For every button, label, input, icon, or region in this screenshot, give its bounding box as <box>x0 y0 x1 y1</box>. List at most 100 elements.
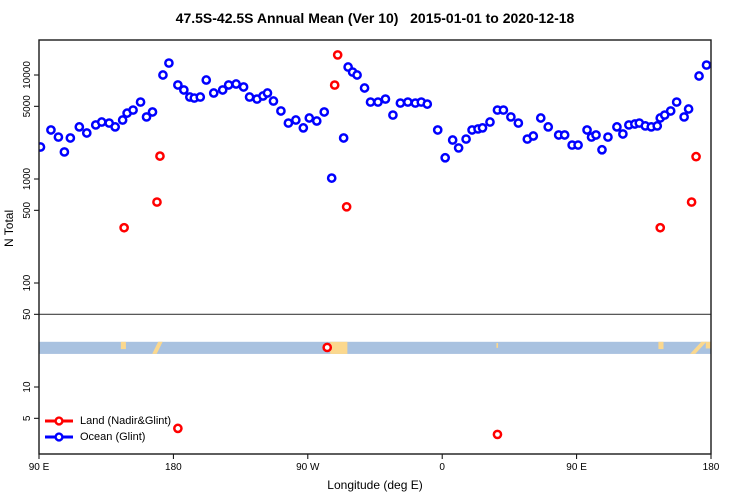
data-point <box>173 80 183 90</box>
legend-item-land: Land (Nadir&Glint) <box>44 413 171 429</box>
data-point <box>403 97 413 107</box>
data-point <box>276 106 286 116</box>
data-point <box>117 115 128 125</box>
map-band-land-patch <box>690 341 707 354</box>
data-point <box>223 80 234 90</box>
data-point <box>110 122 121 132</box>
x-tick-label: 180 <box>703 462 720 473</box>
data-point <box>338 133 349 143</box>
data-point <box>341 201 352 212</box>
data-point <box>365 97 376 107</box>
y-tick-label: 100 <box>22 274 33 291</box>
data-point <box>81 128 92 138</box>
data-point <box>683 104 694 114</box>
data-point <box>612 122 622 132</box>
plot-frame <box>38 39 712 455</box>
data-point <box>477 123 488 133</box>
y-tick-label: 50 <box>22 308 33 320</box>
data-point <box>217 85 228 95</box>
data-point <box>158 70 168 80</box>
data-point <box>655 222 666 233</box>
data-point <box>701 60 711 70</box>
x-tick-label: 90 E <box>29 462 50 473</box>
map-band-land-patch <box>658 341 664 350</box>
data-point <box>173 423 183 434</box>
data-point <box>119 222 129 233</box>
data-point <box>559 130 570 140</box>
data-point <box>498 105 509 115</box>
data-point <box>59 147 70 157</box>
data-point <box>591 130 601 140</box>
data-point <box>447 135 458 145</box>
data-point <box>603 132 613 142</box>
data-point <box>492 429 503 440</box>
data-point <box>432 125 443 135</box>
data-point <box>201 75 212 85</box>
x-tick-label: 180 <box>165 462 182 473</box>
map-band-land-patch <box>330 341 348 354</box>
map-band-land-patch <box>120 341 126 350</box>
data-point <box>208 88 219 98</box>
legend: Land (Nadir&Glint) Ocean (Glint) <box>44 413 171 445</box>
data-point <box>440 152 451 163</box>
data-point <box>671 97 682 107</box>
data-point <box>679 112 689 122</box>
data-point <box>152 197 162 207</box>
map-band-land-patch <box>705 341 711 349</box>
data-point <box>453 143 464 153</box>
data-point <box>373 97 383 107</box>
data-point <box>46 125 56 135</box>
data-point <box>422 99 433 109</box>
legend-label-land: Land (Nadir&Glint) <box>80 415 172 427</box>
data-point <box>326 173 337 183</box>
data-point <box>618 129 628 139</box>
data-point <box>39 142 46 152</box>
data-point <box>573 140 583 150</box>
data-point <box>311 116 322 126</box>
y-tick-label: 10000 <box>22 61 33 89</box>
data-point <box>543 122 554 132</box>
data-point <box>96 117 107 127</box>
data-point <box>65 133 76 143</box>
legend-symbol-ocean <box>45 432 73 442</box>
data-point <box>135 97 146 107</box>
data-point <box>506 112 516 122</box>
map-band-land-patch <box>152 341 163 354</box>
data-point <box>53 132 64 142</box>
data-point <box>352 70 362 80</box>
legend-label-ocean: Ocean (Glint) <box>80 431 146 443</box>
data-point <box>128 105 138 115</box>
data-point <box>513 118 524 128</box>
legend-symbol-land <box>45 416 73 426</box>
data-point <box>395 98 406 108</box>
data-point <box>262 88 273 98</box>
data-point <box>179 85 189 95</box>
data-point <box>155 151 165 161</box>
plot-title: 47.5S-42.5S Annual Mean (Ver 10) 2015-01… <box>175 10 575 26</box>
data-point <box>322 342 333 353</box>
data-point <box>141 112 152 122</box>
data-point <box>388 110 398 120</box>
data-point <box>304 113 315 123</box>
data-point <box>332 50 343 60</box>
y-tick-label: 5000 <box>22 95 33 118</box>
data-point <box>535 113 546 123</box>
data-point <box>74 122 85 132</box>
y-tick-label: 1000 <box>22 167 33 190</box>
data-point <box>164 58 174 68</box>
data-point <box>686 197 697 207</box>
data-point <box>380 94 391 104</box>
data-point <box>485 117 495 127</box>
data-point <box>694 71 704 81</box>
x-tick-label: 90 E <box>566 462 587 473</box>
data-point <box>329 80 340 90</box>
data-point <box>461 134 471 144</box>
data-point <box>268 96 279 106</box>
data-point <box>195 92 206 102</box>
x-axis-label: Longitude (deg E) <box>327 478 423 492</box>
data-point <box>597 144 607 155</box>
x-tick-label: 0 <box>439 462 445 473</box>
data-point <box>528 131 539 141</box>
data-point <box>582 125 592 135</box>
